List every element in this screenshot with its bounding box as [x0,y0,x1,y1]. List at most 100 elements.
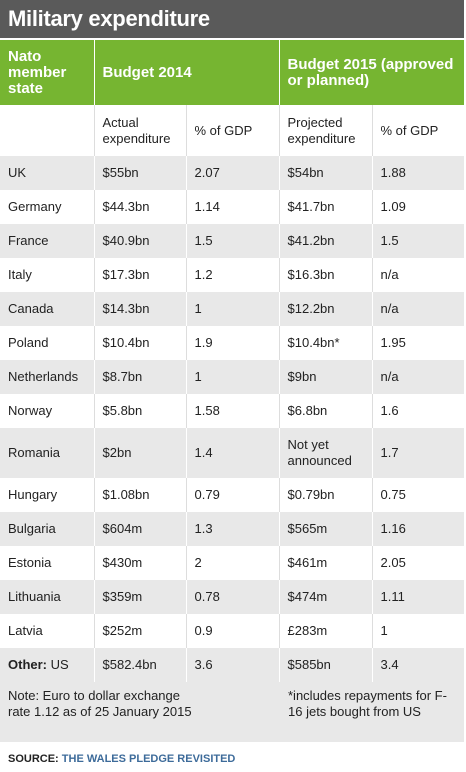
cell-state: Germany [0,190,95,224]
table-row: Romania $2bn 1.4 Not yet announced 1.7 [0,428,465,478]
cell-gdp-2015: 1.16 [372,512,465,546]
cell-exp-2014: $17.3bn [94,258,187,292]
table-row-other: Other: US $582.4bn 3.6 $585bn 3.4 [0,648,465,682]
cell-state: Latvia [0,614,95,648]
cell-exp-2015: $41.7bn [279,190,373,224]
cell-exp-2014: $44.3bn [94,190,187,224]
cell-exp-2015: $585bn [279,648,373,682]
table-row: Bulgaria $604m 1.3 $565m 1.16 [0,512,465,546]
cell-gdp-2015: 0.75 [372,478,465,512]
cell-exp-2014: $8.7bn [94,360,187,394]
header-state: Nato member state [0,40,95,105]
subheader-projected: Projected expenditure [279,105,373,156]
cell-exp-2014: $5.8bn [94,394,187,428]
cell-exp-2014: $2bn [94,428,187,478]
cell-gdp-2015: 1.88 [372,156,465,190]
cell-gdp-2014: 1.5 [186,224,280,258]
cell-state: Estonia [0,546,95,580]
subheader-gdp-2014: % of GDP [186,105,280,156]
cell-gdp-2014: 1 [186,292,280,326]
subheader-row: Actual expenditure % of GDP Projected ex… [0,105,465,156]
cell-gdp-2015: 1.6 [372,394,465,428]
cell-exp-2014: $55bn [94,156,187,190]
subheader-actual: Actual expenditure [94,105,187,156]
cell-gdp-2014: 0.9 [186,614,280,648]
cell-gdp-2015: 2.05 [372,546,465,580]
table-row: Canada $14.3bn 1 $12.2bn n/a [0,292,465,326]
cell-exp-2015: $12.2bn [279,292,373,326]
cell-exp-2015: $0.79bn [279,478,373,512]
cell-gdp-2015: n/a [372,258,465,292]
cell-gdp-2014: 1.2 [186,258,280,292]
table-row: Hungary $1.08bn 0.79 $0.79bn 0.75 [0,478,465,512]
cell-exp-2015: $41.2bn [279,224,373,258]
cell-gdp-2014: 3.6 [186,648,280,682]
table-row: Norway $5.8bn 1.58 $6.8bn 1.6 [0,394,465,428]
cell-exp-2015: $6.8bn [279,394,373,428]
cell-gdp-2014: 1.58 [186,394,280,428]
cell-other-state: Other: US [0,648,95,682]
cell-state: Hungary [0,478,95,512]
cell-gdp-2015: 3.4 [372,648,465,682]
cell-gdp-2014: 1.3 [186,512,280,546]
cell-gdp-2015: n/a [372,292,465,326]
table-row: Germany $44.3bn 1.14 $41.7bn 1.09 [0,190,465,224]
cell-gdp-2015: 1 [372,614,465,648]
cell-gdp-2014: 1.4 [186,428,280,478]
cell-gdp-2014: 1.14 [186,190,280,224]
cell-exp-2014: $14.3bn [94,292,187,326]
subheader-empty [0,105,95,156]
cell-exp-2015: $565m [279,512,373,546]
cell-gdp-2015: n/a [372,360,465,394]
table-row: Estonia $430m 2 $461m 2.05 [0,546,465,580]
table-row: Latvia $252m 0.9 £283m 1 [0,614,465,648]
cell-exp-2014: $430m [94,546,187,580]
cell-exp-2014: $252m [94,614,187,648]
page-title: Military expenditure [0,0,464,38]
cell-exp-2014: $359m [94,580,187,614]
cell-gdp-2015: 1.7 [372,428,465,478]
cell-gdp-2014: 1.9 [186,326,280,360]
cell-exp-2014: $604m [94,512,187,546]
source-label: SOURCE: [8,753,59,765]
cell-exp-2014: $582.4bn [94,648,187,682]
header-row: Nato member state Budget 2014 Budget 201… [0,40,465,105]
table-row: Netherlands $8.7bn 1 $9bn n/a [0,360,465,394]
table-row: France $40.9bn 1.5 $41.2bn 1.5 [0,224,465,258]
expenditure-table: Nato member state Budget 2014 Budget 201… [0,40,465,682]
table-row: Italy $17.3bn 1.2 $16.3bn n/a [0,258,465,292]
cell-exp-2014: $40.9bn [94,224,187,258]
source-link[interactable]: THE WALES PLEDGE REVISITED [61,753,236,765]
cell-state: Romania [0,428,95,478]
header-budget-2014: Budget 2014 [94,40,280,105]
other-state: US [50,657,69,672]
cell-state: Bulgaria [0,512,95,546]
cell-gdp-2015: 1.11 [372,580,465,614]
cell-exp-2015: Not yet announced [279,428,373,478]
cell-state: Lithuania [0,580,95,614]
cell-gdp-2014: 0.78 [186,580,280,614]
header-budget-2015: Budget 2015 (approved or planned) [279,40,465,105]
cell-gdp-2015: 1.95 [372,326,465,360]
cell-state: Norway [0,394,95,428]
other-label: Other: [8,657,47,672]
footnote-asterisk: *includes repayments for F-16 jets bough… [288,688,447,719]
cell-exp-2014: $1.08bn [94,478,187,512]
cell-exp-2015: £283m [279,614,373,648]
cell-gdp-2015: 1.09 [372,190,465,224]
cell-exp-2015: $54bn [279,156,373,190]
cell-gdp-2014: 2 [186,546,280,580]
subheader-gdp-2015: % of GDP [372,105,465,156]
cell-gdp-2014: 2.07 [186,156,280,190]
cell-state: Netherlands [0,360,95,394]
cell-gdp-2014: 0.79 [186,478,280,512]
cell-exp-2014: $10.4bn [94,326,187,360]
cell-state: Canada [0,292,95,326]
cell-state: France [0,224,95,258]
cell-exp-2015: $16.3bn [279,258,373,292]
cell-gdp-2015: 1.5 [372,224,465,258]
cell-gdp-2014: 1 [186,360,280,394]
cell-exp-2015: $474m [279,580,373,614]
exchange-rate-note: Note: Euro to dollar exchange rate 1.12 … [8,688,192,719]
table-row: Poland $10.4bn 1.9 $10.4bn* 1.95 [0,326,465,360]
